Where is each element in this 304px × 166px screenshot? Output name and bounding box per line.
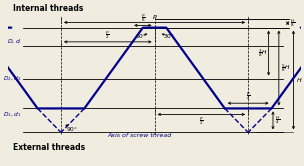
- Text: $D, d$: $D, d$: [8, 37, 22, 45]
- Text: $\frac{H}{4}$: $\frac{H}{4}$: [275, 115, 280, 126]
- Text: $30°$: $30°$: [163, 32, 174, 40]
- Text: $\frac{H}{8}$: $\frac{H}{8}$: [290, 17, 295, 29]
- Text: $\frac{P}{8}$: $\frac{P}{8}$: [140, 12, 145, 24]
- Text: $\frac{P}{4}$: $\frac{P}{4}$: [246, 90, 250, 102]
- Text: $90°$: $90°$: [66, 125, 78, 133]
- Text: $D_1, d_1$: $D_1, d_1$: [3, 111, 22, 120]
- Text: $\frac{3}{8}H$: $\frac{3}{8}H$: [257, 47, 267, 59]
- Text: $P$: $P$: [152, 13, 157, 21]
- Text: Axis of screw thread: Axis of screw thread: [108, 133, 172, 138]
- Text: External threads: External threads: [13, 143, 85, 152]
- Text: $\frac{5}{8}H$: $\frac{5}{8}H$: [281, 62, 291, 74]
- Text: $\frac{P}{2}$: $\frac{P}{2}$: [199, 115, 204, 127]
- Text: Internal threads: Internal threads: [13, 4, 83, 13]
- Text: $60°$: $60°$: [135, 32, 146, 40]
- Text: $D_2, d_2$: $D_2, d_2$: [3, 74, 22, 83]
- Text: $H$: $H$: [296, 76, 302, 84]
- Text: $\frac{P}{2}$: $\frac{P}{2}$: [105, 29, 110, 41]
